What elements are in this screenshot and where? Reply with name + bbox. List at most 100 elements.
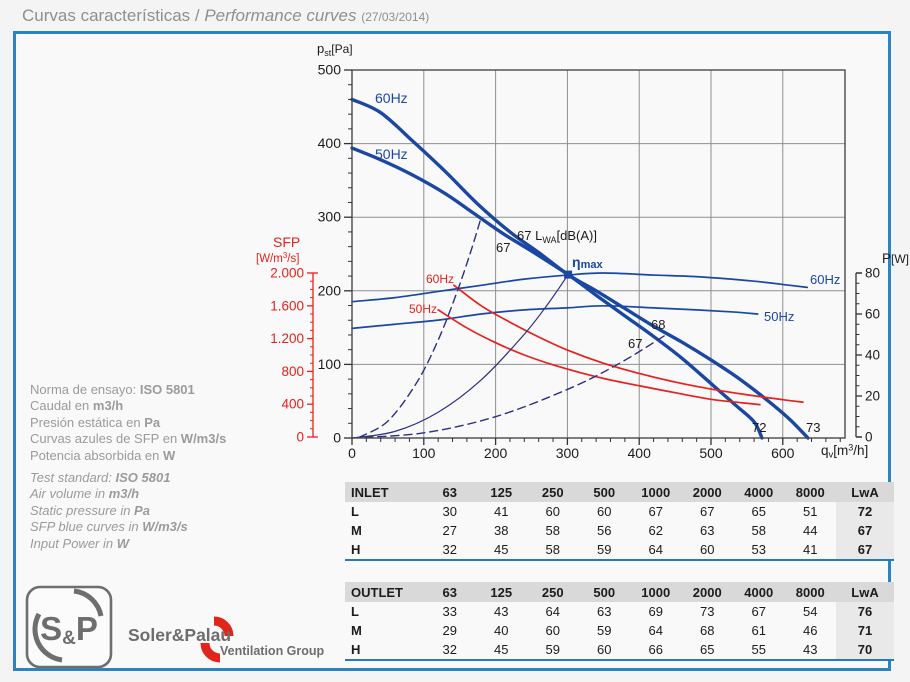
logo-arc-left <box>32 612 63 663</box>
logo-arc-right <box>73 588 104 617</box>
content-frame <box>13 31 891 671</box>
outlet-noise-table: OUTLET 63 125 250 500 1000 2000 4000 8000 LwA L 33 4… <box>345 582 894 661</box>
eta-max-marker <box>564 270 573 279</box>
table-row-M: M 27 38 58 56 62 63 58 44 67 <box>345 521 894 540</box>
band-value: 59 <box>545 642 560 657</box>
col-header-1000: 1000 <box>630 582 682 602</box>
col-header-2000: 2000 <box>681 482 733 502</box>
col-header-125: 125 <box>475 482 527 502</box>
chart-grid <box>352 70 845 438</box>
inlet-noise-table: INLET 63 125 250 500 1000 2000 4000 8000 LwA L 30 41… <box>345 482 894 561</box>
col-header-4000: 4000 <box>733 482 785 502</box>
info-en-line: Input Power in W <box>30 536 340 552</box>
annotation-67: 67 <box>496 240 510 255</box>
title-spanish: Curvas características <box>22 6 191 25</box>
info-text: Curvas azules de SFP en <box>30 431 181 447</box>
band-value: 53 <box>751 542 766 557</box>
band-value: 43 <box>494 604 509 619</box>
band-value: 30 <box>442 504 457 519</box>
col-header-LwA: LwA <box>836 482 894 502</box>
band-value: 73 <box>700 604 715 619</box>
x-tick-label: 200 <box>484 445 508 461</box>
band-value: 64 <box>545 604 560 619</box>
annotation-67: 67 <box>628 336 642 351</box>
info-es-line: Caudal en m3/h <box>30 398 340 414</box>
info-en-line: Air volume in m3/h <box>30 486 340 502</box>
title-date: (27/03/2014) <box>361 10 430 24</box>
curve-lwa-68-curve <box>351 334 667 439</box>
x-tick-label: 400 <box>628 445 652 461</box>
col-header-63: 63 <box>424 482 476 502</box>
info-es-line: Potencia absorbida en W <box>30 448 340 464</box>
sfp-axis-unit: [W/m3/s] <box>256 251 299 265</box>
col-header-8000: 8000 <box>784 582 836 602</box>
sfp-tick-label: 400 <box>281 397 304 412</box>
row-label: H <box>351 542 361 557</box>
band-value: 56 <box>597 523 612 538</box>
curve-pressure-50hz <box>350 146 764 440</box>
title-separator: / <box>190 6 205 25</box>
annotation-50hz: 50Hz <box>409 302 437 316</box>
annotation-50hz: 50Hz <box>375 146 408 162</box>
table-row-L: L 33 43 64 63 69 73 67 54 76 <box>345 602 894 621</box>
pw-tick-label: 80 <box>865 266 880 281</box>
annotation-50hz: 50Hz <box>764 309 794 324</box>
table-title: OUTLET <box>345 582 424 602</box>
flow-axis-title: qv[m3/h] <box>821 443 868 461</box>
info-es-line: Curvas azules de SFP en W/m3/s <box>30 431 340 447</box>
curve-power-50hz <box>351 304 759 330</box>
info-text: Test standard: <box>30 470 116 485</box>
brand-tagline: Ventilation Group <box>220 644 325 658</box>
info-text: Presión estática en <box>30 414 145 430</box>
pa-tick-label: 300 <box>318 209 342 225</box>
eta-max-label: ηmax <box>572 254 603 271</box>
logo-monogram: S&P <box>40 610 98 649</box>
row-label: L <box>351 504 359 519</box>
swoosh-lower <box>200 642 221 663</box>
band-value: 68 <box>700 623 715 638</box>
lwa-value: 72 <box>836 502 894 521</box>
info-unit: Pa <box>144 414 161 430</box>
pw-tick-label: 20 <box>865 389 880 404</box>
band-value: 38 <box>494 523 509 538</box>
band-value: 33 <box>442 604 457 619</box>
info-english: Test standard: ISO 5801 Air volume in m3/… <box>30 470 340 552</box>
row-label: M <box>351 523 362 538</box>
band-value: 27 <box>442 523 457 538</box>
annotation-60hz: 60Hz <box>810 272 840 287</box>
chart-series <box>350 97 810 440</box>
lwa-value: 71 <box>836 621 894 640</box>
info-unit: W/m3/s <box>180 431 227 447</box>
band-value: 59 <box>597 623 612 638</box>
annotation-73: 73 <box>806 420 820 435</box>
curve-lwa-67-curve <box>358 216 482 438</box>
band-value: 58 <box>545 523 560 538</box>
curve-system-curve-eta <box>351 274 569 439</box>
pw-tick-label: 0 <box>865 430 873 445</box>
info-text: Norma de ensayo: <box>30 382 140 397</box>
info-text: Air volume in <box>30 486 109 502</box>
band-value: 67 <box>648 504 663 519</box>
info-unit: m3/h <box>108 486 140 502</box>
sfp-tick-label: 0 <box>296 430 304 445</box>
table-row-H: H 32 45 59 60 66 65 55 43 70 <box>345 640 894 660</box>
curve-sfp-50hz <box>437 309 761 406</box>
band-value: 46 <box>803 623 818 638</box>
band-value: 51 <box>803 504 818 519</box>
col-header-500: 500 <box>578 482 630 502</box>
sfp-tick-label: 800 <box>281 364 304 379</box>
annotation-60hz: 60Hz <box>426 272 454 286</box>
info-en-line: Static pressure in Pa <box>30 503 340 519</box>
pa-tick-label: 0 <box>333 430 341 446</box>
info-unit: Pa <box>134 502 150 518</box>
annotation-72: 72 <box>752 420 766 435</box>
col-header-4000: 4000 <box>733 582 785 602</box>
chart-annotations: 60Hz 50Hz 60Hz 50Hz 60Hz 50Hz 67 68 67 72 73 <box>375 90 840 435</box>
band-value: 65 <box>700 642 715 657</box>
lwa-value: 67 <box>836 521 894 540</box>
sfp-tick-label: 1.200 <box>270 331 304 346</box>
band-value: 40 <box>494 623 509 638</box>
band-value: 45 <box>494 542 509 557</box>
